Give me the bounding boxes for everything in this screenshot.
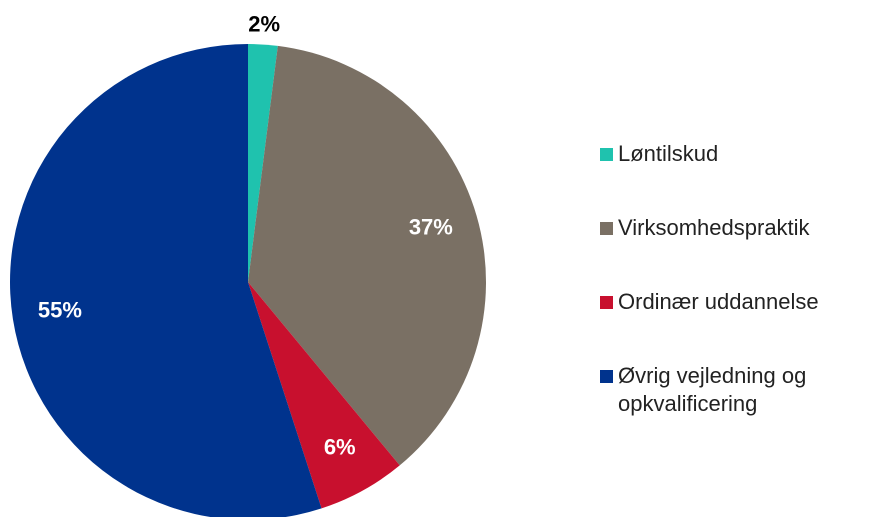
legend: Løntilskud Virksomhedspraktik Ordinær udda… [600,140,875,464]
pie-slice [248,44,278,282]
legend-label: Øvrig vejledning og opkvalificering [618,363,807,416]
pie-slice [248,45,486,466]
legend-swatch [600,296,613,309]
legend-label: Løntilskud [618,141,719,166]
legend-label: Ordinær uddannelse [618,289,819,314]
legend-item: Øvrig vejledning og opkvalificering [600,362,875,418]
data-label: 2% [248,11,280,36]
legend-label: Virksomhedspraktik [618,215,810,240]
legend-swatch [600,222,613,235]
legend-swatch [600,148,613,161]
legend-item: Løntilskud [600,140,875,168]
pie-slice [248,282,400,509]
legend-item: Virksomhedspraktik [600,214,875,242]
data-label: 55% [38,298,82,323]
legend-swatch [600,370,613,383]
legend-item: Ordinær uddannelse [600,288,875,316]
data-label: 6% [324,435,356,460]
data-label: 37% [409,215,453,240]
pie-slice [10,44,322,517]
